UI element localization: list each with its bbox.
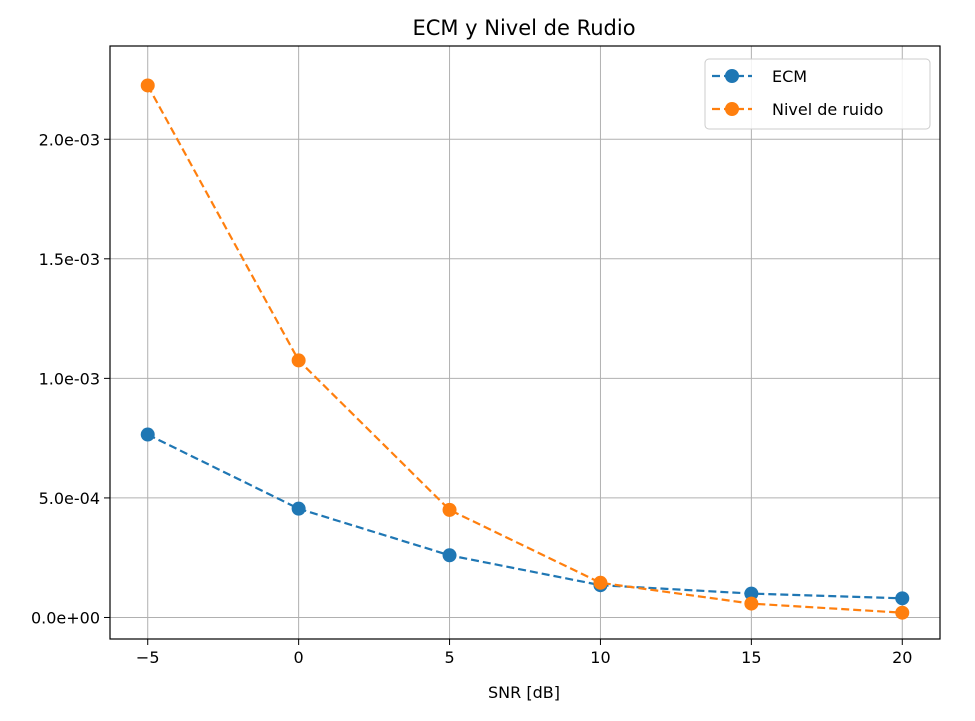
data-point xyxy=(291,353,306,368)
grid xyxy=(110,46,940,639)
data-point xyxy=(744,596,759,611)
data-point xyxy=(895,605,910,620)
data-point xyxy=(744,586,759,601)
legend-box xyxy=(704,58,931,130)
data-point xyxy=(140,427,155,442)
ticks: −5 0 5 10 15 20 0.0e+00 5.0e-04 1.0e-03 1.5e-03 2.… xyxy=(31,130,913,667)
x-axis-label: SNR [dB] xyxy=(488,683,560,702)
y-tick-label: 1.5e-03 xyxy=(39,250,100,269)
y-tick-label: 2.0e-03 xyxy=(39,130,100,149)
legend-label-0: ECM xyxy=(772,67,807,86)
x-tick-label: −5 xyxy=(136,648,160,667)
chart-title: ECM y Nivel de Rudio xyxy=(412,16,635,40)
axes-frame xyxy=(109,45,941,640)
legend-marker-0 xyxy=(725,69,739,83)
data-point xyxy=(442,502,457,517)
series-layer xyxy=(140,78,910,620)
y-tick-label: 1.0e-03 xyxy=(39,369,100,388)
series-line-1 xyxy=(146,84,903,614)
x-tick-label: 5 xyxy=(444,648,454,667)
data-point xyxy=(895,591,910,606)
x-tick-label: 15 xyxy=(741,648,761,667)
legend-entries: ECM Nivel de ruido xyxy=(712,67,883,119)
legend-marker-1 xyxy=(725,102,739,116)
x-tick-label: 0 xyxy=(294,648,304,667)
x-tick-label: 20 xyxy=(892,648,912,667)
series-line-0 xyxy=(147,433,903,600)
y-tick-label: 0.0e+00 xyxy=(31,608,100,627)
data-point xyxy=(593,575,608,590)
data-point xyxy=(140,78,155,93)
y-tick-label: 5.0e-04 xyxy=(39,489,100,508)
data-point xyxy=(442,548,457,563)
legend-label-1: Nivel de ruido xyxy=(772,100,883,119)
legend: ECM Nivel de ruido xyxy=(704,58,931,130)
x-tick-label: 10 xyxy=(590,648,610,667)
data-point xyxy=(291,501,306,516)
